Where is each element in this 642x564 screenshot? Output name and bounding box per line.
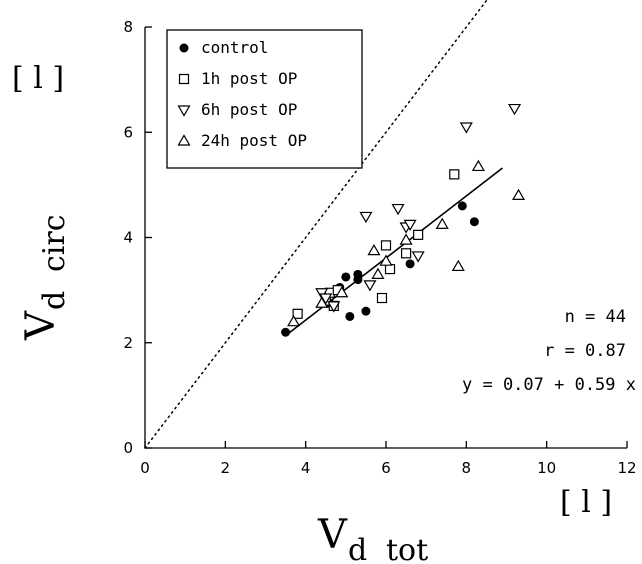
data-point-open-triangle-down <box>359 211 373 224</box>
data-point-open-triangle-up <box>335 286 349 298</box>
legend-marker-filled-circle <box>179 43 189 53</box>
data-point-open-square <box>449 169 460 180</box>
data-point-open-triangle-down <box>507 103 522 116</box>
data-point-open-square <box>413 229 424 240</box>
x-tick-label: 12 <box>617 459 636 477</box>
data-point-filled-circle <box>341 272 351 282</box>
x-tick-label: 2 <box>221 459 231 477</box>
x-tick-label: 8 <box>462 459 472 477</box>
y-tick-label: 0 <box>123 439 133 457</box>
data-point-open-triangle-up <box>379 254 393 266</box>
y-axis-title-main: V <box>18 310 64 341</box>
data-point-filled-circle <box>345 311 355 321</box>
y-tick-label: 6 <box>123 123 133 141</box>
x-tick-label: 6 <box>381 459 391 477</box>
data-point-filled-circle <box>457 201 467 211</box>
legend-marker-open-square <box>178 73 190 85</box>
data-point-open-triangle-up <box>471 159 485 172</box>
y-tick-label: 8 <box>123 18 133 36</box>
data-point-open-triangle-up <box>367 243 381 256</box>
y-axis-title: V d circ <box>18 214 72 341</box>
y-tick-label: 2 <box>123 334 133 352</box>
data-point-filled-circle <box>353 275 363 285</box>
x-axis-title-main: V <box>317 512 348 558</box>
data-point-open-square <box>376 292 388 304</box>
legend-marker-open-triangle-up <box>177 134 191 146</box>
x-axis-title: V d tot <box>317 512 428 564</box>
data-point-open-square <box>400 248 412 259</box>
data-point-open-triangle-down <box>459 122 473 134</box>
data-point-open-square <box>380 240 392 251</box>
data-point-open-triangle-down <box>327 301 341 313</box>
x-axis-title-sub: d <box>348 533 367 564</box>
y-axis-title-rest: circ <box>37 214 72 272</box>
data-point-open-triangle-up <box>435 217 449 229</box>
data-point-open-triangle-up <box>512 188 526 200</box>
regression-line <box>285 167 503 337</box>
data-point-filled-circle <box>405 259 415 269</box>
data-point-open-triangle-down <box>319 293 333 305</box>
y-unit-label: [ l ] <box>12 61 64 96</box>
x-axis-title-rest: tot <box>386 533 428 564</box>
identity-line <box>144 0 488 449</box>
y-axis-title-sub: d <box>37 291 72 310</box>
data-point-open-triangle-down <box>411 251 425 263</box>
axes-layer: 0 2 4 6 8 10 12 0 2 4 6 8 <box>123 18 636 477</box>
points-layer <box>281 103 526 337</box>
annotation-n: n = 44 <box>565 307 626 327</box>
x-tick-label: 0 <box>140 459 150 477</box>
data-point-open-square <box>384 263 396 275</box>
data-point-open-triangle-down <box>391 203 405 216</box>
legend-label: 1h post OP <box>201 69 297 88</box>
legend-label: control <box>201 38 268 57</box>
x-tick-label: 10 <box>537 459 556 477</box>
data-point-open-triangle-up <box>399 233 413 245</box>
data-point-open-triangle-down <box>403 219 417 232</box>
x-unit-label: [ l ] <box>560 485 612 520</box>
legend-label: 6h post OP <box>201 100 297 119</box>
legend: control 1h post OP 6h post OP 24h post OP <box>166 29 363 169</box>
data-point-open-square <box>292 308 303 319</box>
data-point-open-triangle-up <box>287 315 301 327</box>
x-tick-label: 4 <box>301 459 311 477</box>
legend-label: 24h post OP <box>201 131 307 150</box>
annotation-equation: y = 0.07 + 0.59 x <box>462 375 636 395</box>
data-point-open-triangle-up <box>371 267 385 279</box>
data-point-open-triangle-up <box>315 296 329 308</box>
data-point-filled-circle <box>469 217 479 227</box>
legend-marker-open-triangle-down <box>177 105 191 117</box>
legend-box <box>166 29 363 169</box>
data-point-filled-circle <box>281 327 291 337</box>
y-tick-label: 4 <box>123 229 133 247</box>
annotation-r: r = 0.87 <box>544 341 626 361</box>
data-point-filled-circle <box>361 306 371 316</box>
data-point-open-triangle-up <box>451 259 465 272</box>
data-point-open-triangle-down <box>363 280 377 292</box>
